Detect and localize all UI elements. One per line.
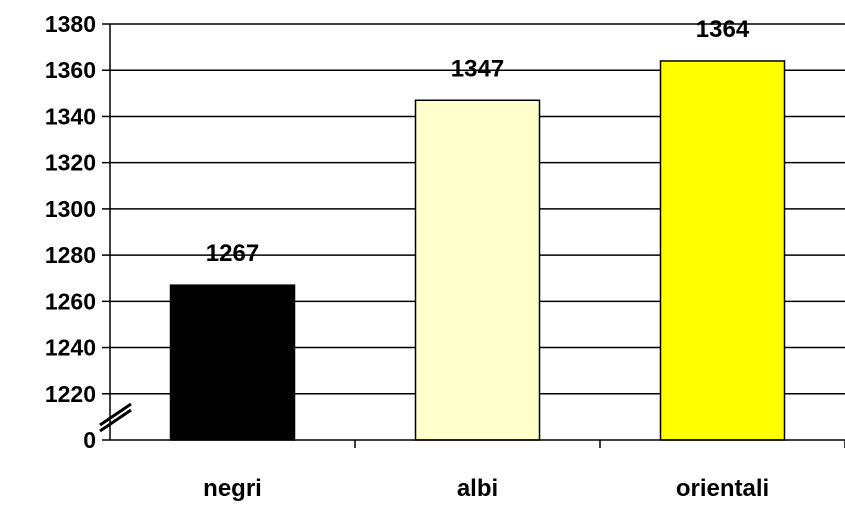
x-tick-label: negri <box>203 475 262 502</box>
y-tick-label: 1240 <box>45 335 96 361</box>
bars <box>169 60 786 441</box>
bar <box>414 99 541 441</box>
data-label: 1267 <box>206 240 259 267</box>
y-tick-label: 1300 <box>45 196 96 222</box>
y-tick-label: 1340 <box>45 103 96 129</box>
x-tick-label: orientali <box>676 475 769 502</box>
y-tick-label: 1280 <box>45 242 96 268</box>
bar <box>659 60 786 441</box>
y-tick-label: 1220 <box>45 381 96 407</box>
y-tick-label: 1380 <box>45 11 96 37</box>
y-tick-label: 1260 <box>45 288 96 314</box>
axes <box>99 23 845 448</box>
y-tick-label: 1360 <box>45 57 96 83</box>
data-label: 1347 <box>451 55 504 82</box>
labels: 0 1220 1240 1260 1280 1300 1320 1340 1360 1380 126… <box>45 11 769 502</box>
axis-break-mark <box>99 402 132 427</box>
y-tick-label: 0 <box>83 427 96 453</box>
y-tick-label: 1320 <box>45 150 96 176</box>
x-tick-label: albi <box>457 475 498 502</box>
axis-break-mark <box>99 408 132 433</box>
bar <box>169 284 296 441</box>
data-label: 1364 <box>696 16 750 43</box>
